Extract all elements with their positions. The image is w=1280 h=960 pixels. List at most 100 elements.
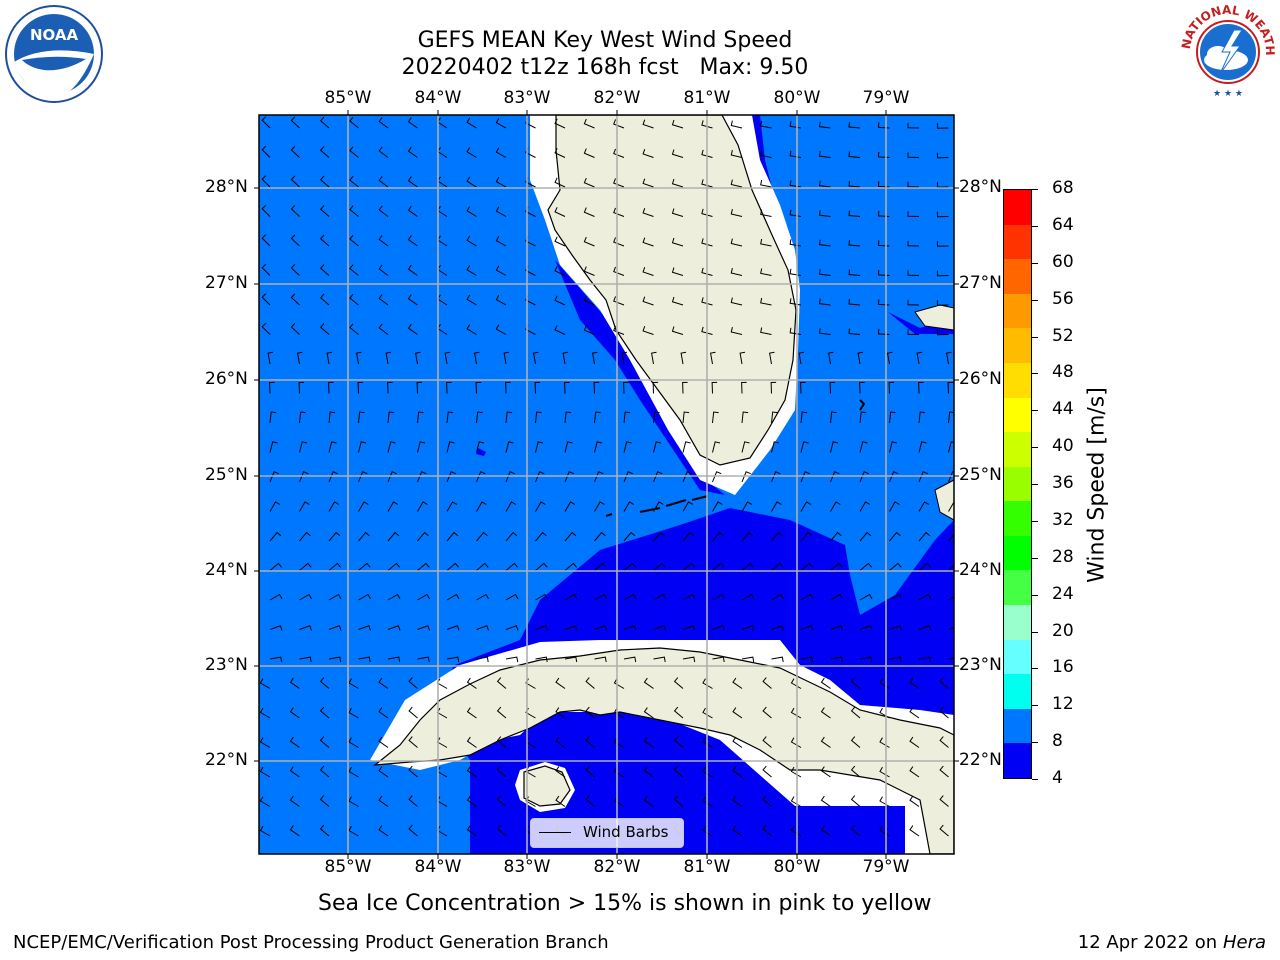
colorbar-tick-label: 32 <box>1052 509 1074 530</box>
wind-barb <box>918 501 930 512</box>
wind-barb <box>407 294 418 306</box>
wind-barb <box>939 677 949 689</box>
wind-barb <box>496 765 507 778</box>
lon-tick-bottom: 81°W <box>683 857 731 877</box>
colorbar-tick-label: 44 <box>1052 399 1074 420</box>
lon-tick-bottom: 82°W <box>593 857 641 877</box>
wind-barb <box>564 381 570 394</box>
wind-barb <box>585 677 595 689</box>
wind-barb <box>907 270 920 276</box>
colorbar-tick-label: 16 <box>1052 657 1074 678</box>
wind-barb <box>261 234 271 247</box>
wind-barb-legend-line <box>539 832 571 833</box>
wind-barb <box>889 625 903 631</box>
wind-barb <box>682 562 696 571</box>
wind-barb <box>269 471 279 483</box>
wind-barb <box>269 656 283 663</box>
wind-barb <box>653 441 662 453</box>
wind-barb <box>702 766 713 778</box>
colorbar-tick-mark <box>1032 373 1038 375</box>
colorbar-segment <box>1004 328 1031 364</box>
wind-barb <box>889 411 896 424</box>
wind-barb <box>936 182 949 188</box>
wind-barb <box>269 593 283 601</box>
wind-barb <box>358 625 372 631</box>
wind-barb <box>613 178 625 188</box>
wind-barb <box>358 471 368 483</box>
wind-barb <box>476 531 488 542</box>
wind-barb <box>702 825 713 837</box>
wind-barb <box>505 531 518 542</box>
wind-barb <box>907 152 920 158</box>
wind-barb <box>378 825 389 837</box>
wind-barb <box>653 471 663 483</box>
wind-barb <box>349 116 359 129</box>
wind-barb <box>623 593 637 601</box>
wind-barb <box>850 736 861 748</box>
wind-barb <box>916 351 923 365</box>
wind-barb <box>269 411 277 424</box>
wind-barb <box>496 736 507 748</box>
wind-barb <box>762 765 772 778</box>
wind-barb <box>888 381 895 394</box>
wind-barb <box>859 441 868 453</box>
wind-barb <box>712 625 726 631</box>
wind-barb <box>613 207 625 217</box>
wind-barb <box>760 268 772 276</box>
wind-barb <box>535 625 549 631</box>
wind-barb <box>680 351 687 365</box>
wind-barb <box>328 562 342 571</box>
wind-barb <box>505 411 513 424</box>
wind-barb <box>739 351 746 365</box>
wind-barb <box>947 381 954 394</box>
svg-text:★ ★ ★: ★ ★ ★ <box>1213 89 1243 99</box>
wind-barb <box>848 181 861 188</box>
wind-barb <box>475 381 482 394</box>
wind-barb <box>476 501 487 512</box>
wind-barb <box>555 736 566 748</box>
wind-barb <box>771 471 781 483</box>
wind-barb <box>859 656 873 663</box>
wind-barb <box>261 293 271 306</box>
wind-barb <box>496 706 507 719</box>
wind-barb <box>299 441 308 453</box>
colorbar-tick-label: 12 <box>1052 694 1074 715</box>
wind-barb <box>613 737 625 748</box>
wind-barb <box>701 238 713 247</box>
wind-barb <box>446 625 460 631</box>
lon-tick-top: 81°W <box>683 88 731 108</box>
wind-barb <box>830 471 840 483</box>
wind-barb <box>348 737 359 748</box>
wind-barb <box>583 295 595 306</box>
wind-barb <box>741 381 747 394</box>
wind-barb <box>830 411 837 424</box>
wind-barb <box>387 656 401 663</box>
wind-barb <box>496 824 507 837</box>
wind-barb <box>800 593 814 601</box>
wind-barb <box>592 351 598 365</box>
wind-barb <box>820 825 831 837</box>
wind-barb <box>790 707 802 719</box>
wind-barb <box>859 411 867 424</box>
colorbar-tick-mark <box>1032 410 1038 412</box>
wind-barb <box>319 146 330 158</box>
wind-barb <box>771 656 784 663</box>
wind-barb <box>378 205 389 217</box>
wind-barb <box>623 381 629 394</box>
wind-barb <box>760 327 772 335</box>
wind-barb <box>730 150 743 158</box>
wind-barb <box>466 795 477 807</box>
wind-barb <box>819 210 831 217</box>
wind-barb <box>476 411 483 424</box>
wind-barb <box>848 151 861 158</box>
wind-barb <box>378 766 389 778</box>
wind-barb <box>466 294 477 306</box>
wind-barb <box>671 208 684 217</box>
wind-barb <box>594 501 605 512</box>
wind-barb <box>585 706 595 719</box>
wind-barb <box>328 531 341 542</box>
wind-barb <box>535 593 548 601</box>
lon-tick-top: 82°W <box>593 88 641 108</box>
colorbar-tick-label: 4 <box>1052 768 1063 788</box>
wind-barb <box>535 531 547 542</box>
